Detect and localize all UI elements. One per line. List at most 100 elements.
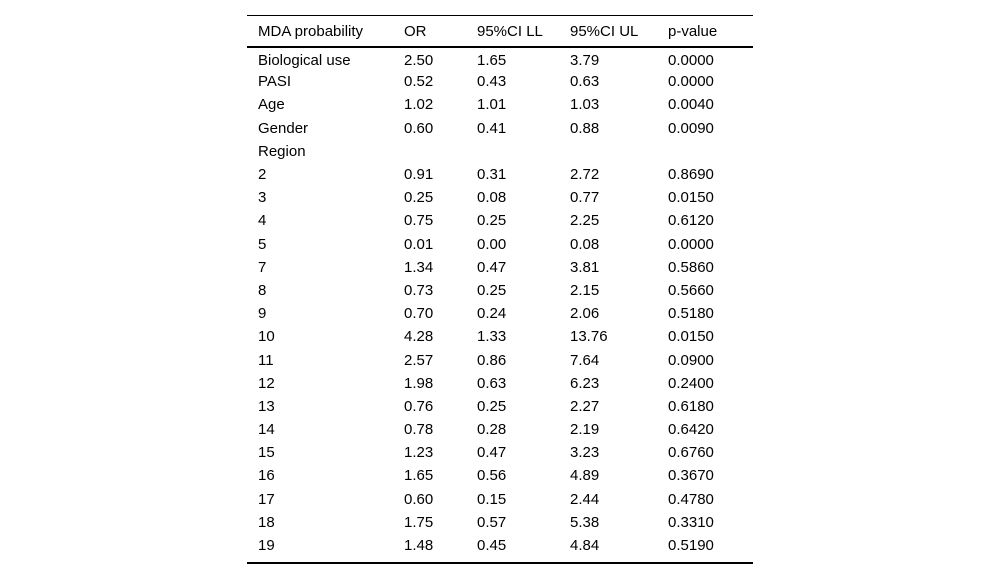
row-label-cell: 9 bbox=[258, 305, 267, 323]
row-label-cell: 12 bbox=[258, 374, 275, 392]
row-label-cell: PASI bbox=[258, 73, 292, 91]
table-row: PASI 0.52 0.43 0.63 0.0000 bbox=[247, 70, 753, 93]
value-cell: 0.6180 bbox=[668, 397, 714, 415]
column-header: 95%CI UL bbox=[570, 16, 668, 48]
row-label-cell: 7 bbox=[258, 258, 267, 276]
value-cell: 2.25 bbox=[570, 212, 600, 230]
row-label-cell: 10 bbox=[258, 328, 275, 346]
table-row: Region bbox=[247, 140, 753, 163]
value-cell: 2.27 bbox=[570, 397, 600, 415]
value-cell: 0.57 bbox=[477, 513, 507, 531]
value-cell: 0.76 bbox=[404, 397, 434, 415]
value-cell: 2.06 bbox=[570, 305, 600, 323]
row-label-cell: Biological use bbox=[258, 52, 351, 70]
value-cell: 0.25 bbox=[477, 281, 507, 299]
table-row: 13 0.76 0.25 2.27 0.6180 bbox=[247, 395, 753, 418]
table-row: 14 0.78 0.28 2.19 0.6420 bbox=[247, 418, 753, 441]
value-cell bbox=[570, 140, 668, 163]
value-cell: 2.44 bbox=[570, 490, 600, 508]
value-cell: 0.5190 bbox=[668, 537, 714, 555]
value-cell: 0.6760 bbox=[668, 444, 714, 462]
value-cell: 4.89 bbox=[570, 467, 600, 485]
table-row: 16 1.65 0.56 4.89 0.3670 bbox=[247, 464, 753, 487]
value-cell: 0.47 bbox=[477, 258, 507, 276]
value-cell: 0.5860 bbox=[668, 258, 714, 276]
value-cell: 0.25 bbox=[477, 212, 507, 230]
value-cell: 1.02 bbox=[404, 96, 434, 114]
value-cell: 6.23 bbox=[570, 374, 600, 392]
value-cell: 2.19 bbox=[570, 421, 600, 439]
value-cell: 0.28 bbox=[477, 421, 507, 439]
column-header: 95%CI LL bbox=[477, 16, 570, 48]
value-cell: 1.34 bbox=[404, 258, 434, 276]
row-label-cell: 5 bbox=[258, 235, 267, 253]
value-cell: 3.23 bbox=[570, 444, 600, 462]
row-label-cell: 16 bbox=[258, 467, 275, 485]
value-cell: 4.28 bbox=[404, 328, 434, 346]
column-header: p-value bbox=[668, 16, 753, 48]
column-header: MDA probability bbox=[247, 16, 404, 48]
row-label-cell: 4 bbox=[258, 212, 267, 230]
value-cell: 0.3310 bbox=[668, 513, 714, 531]
value-cell: 0.0150 bbox=[668, 328, 714, 346]
value-cell: 0.0090 bbox=[668, 119, 714, 137]
value-cell: 0.45 bbox=[477, 537, 507, 555]
row-label-cell: 17 bbox=[258, 490, 275, 508]
value-cell: 0.0000 bbox=[668, 235, 714, 253]
value-cell: 0.31 bbox=[477, 166, 507, 184]
value-cell: 2.15 bbox=[570, 281, 600, 299]
row-label-cell: Region bbox=[258, 142, 306, 160]
value-cell: 1.01 bbox=[477, 96, 507, 114]
table-row: Gender 0.60 0.41 0.88 0.0090 bbox=[247, 117, 753, 140]
table-row: 9 0.70 0.24 2.06 0.5180 bbox=[247, 302, 753, 325]
row-label-cell: 19 bbox=[258, 537, 275, 555]
value-cell: 1.75 bbox=[404, 513, 434, 531]
value-cell: 0.43 bbox=[477, 73, 507, 91]
value-cell: 0.01 bbox=[404, 235, 434, 253]
value-cell: 1.65 bbox=[404, 467, 434, 485]
value-cell: 0.08 bbox=[570, 235, 600, 253]
row-label-cell: 14 bbox=[258, 421, 275, 439]
value-cell bbox=[404, 140, 477, 163]
table-header-row: MDA probability OR 95%CI LL 95%CI UL p-value bbox=[247, 16, 753, 48]
value-cell: 0.52 bbox=[404, 73, 434, 91]
value-cell: 1.23 bbox=[404, 444, 434, 462]
value-cell: 0.8690 bbox=[668, 166, 714, 184]
table-row: 2 0.91 0.31 2.72 0.8690 bbox=[247, 163, 753, 186]
value-cell: 0.0000 bbox=[668, 52, 714, 70]
value-cell: 1.33 bbox=[477, 328, 507, 346]
table-row: 10 4.28 1.33 13.76 0.0150 bbox=[247, 325, 753, 348]
value-cell: 0.6120 bbox=[668, 212, 714, 230]
value-cell: 0.60 bbox=[404, 490, 434, 508]
table-row: 15 1.23 0.47 3.23 0.6760 bbox=[247, 441, 753, 464]
value-cell: 0.2400 bbox=[668, 374, 714, 392]
row-label-cell: 18 bbox=[258, 513, 275, 531]
table-row: 12 1.98 0.63 6.23 0.2400 bbox=[247, 372, 753, 395]
value-cell: 3.79 bbox=[570, 52, 600, 70]
value-cell: 1.98 bbox=[404, 374, 434, 392]
value-cell: 0.25 bbox=[477, 397, 507, 415]
value-cell: 0.78 bbox=[404, 421, 434, 439]
table-row: 19 1.48 0.45 4.84 0.5190 bbox=[247, 534, 753, 557]
value-cell: 7.64 bbox=[570, 351, 600, 369]
value-cell: 0.70 bbox=[404, 305, 434, 323]
row-label-cell: Gender bbox=[258, 119, 309, 137]
value-cell: 2.50 bbox=[404, 52, 434, 70]
value-cell: 0.3670 bbox=[668, 467, 714, 485]
regression-results-table-container: MDA probability OR 95%CI LL 95%CI UL p-value… bbox=[247, 15, 753, 565]
value-cell: 5.38 bbox=[570, 513, 600, 531]
value-cell: 0.77 bbox=[570, 189, 600, 207]
value-cell: 0.00 bbox=[477, 235, 507, 253]
value-cell: 0.41 bbox=[477, 119, 507, 137]
value-cell: 3.81 bbox=[570, 258, 600, 276]
value-cell: 1.03 bbox=[570, 96, 600, 114]
value-cell: 0.5180 bbox=[668, 305, 714, 323]
table-row: 18 1.75 0.57 5.38 0.3310 bbox=[247, 511, 753, 534]
table-row: 4 0.75 0.25 2.25 0.6120 bbox=[247, 209, 753, 232]
value-cell: 1.48 bbox=[404, 537, 434, 555]
table-row: 17 0.60 0.15 2.44 0.4780 bbox=[247, 488, 753, 511]
value-cell: 0.60 bbox=[404, 119, 434, 137]
value-cell: 0.88 bbox=[570, 119, 600, 137]
row-label-cell: 3 bbox=[258, 189, 267, 207]
value-cell: 1.65 bbox=[477, 52, 507, 70]
